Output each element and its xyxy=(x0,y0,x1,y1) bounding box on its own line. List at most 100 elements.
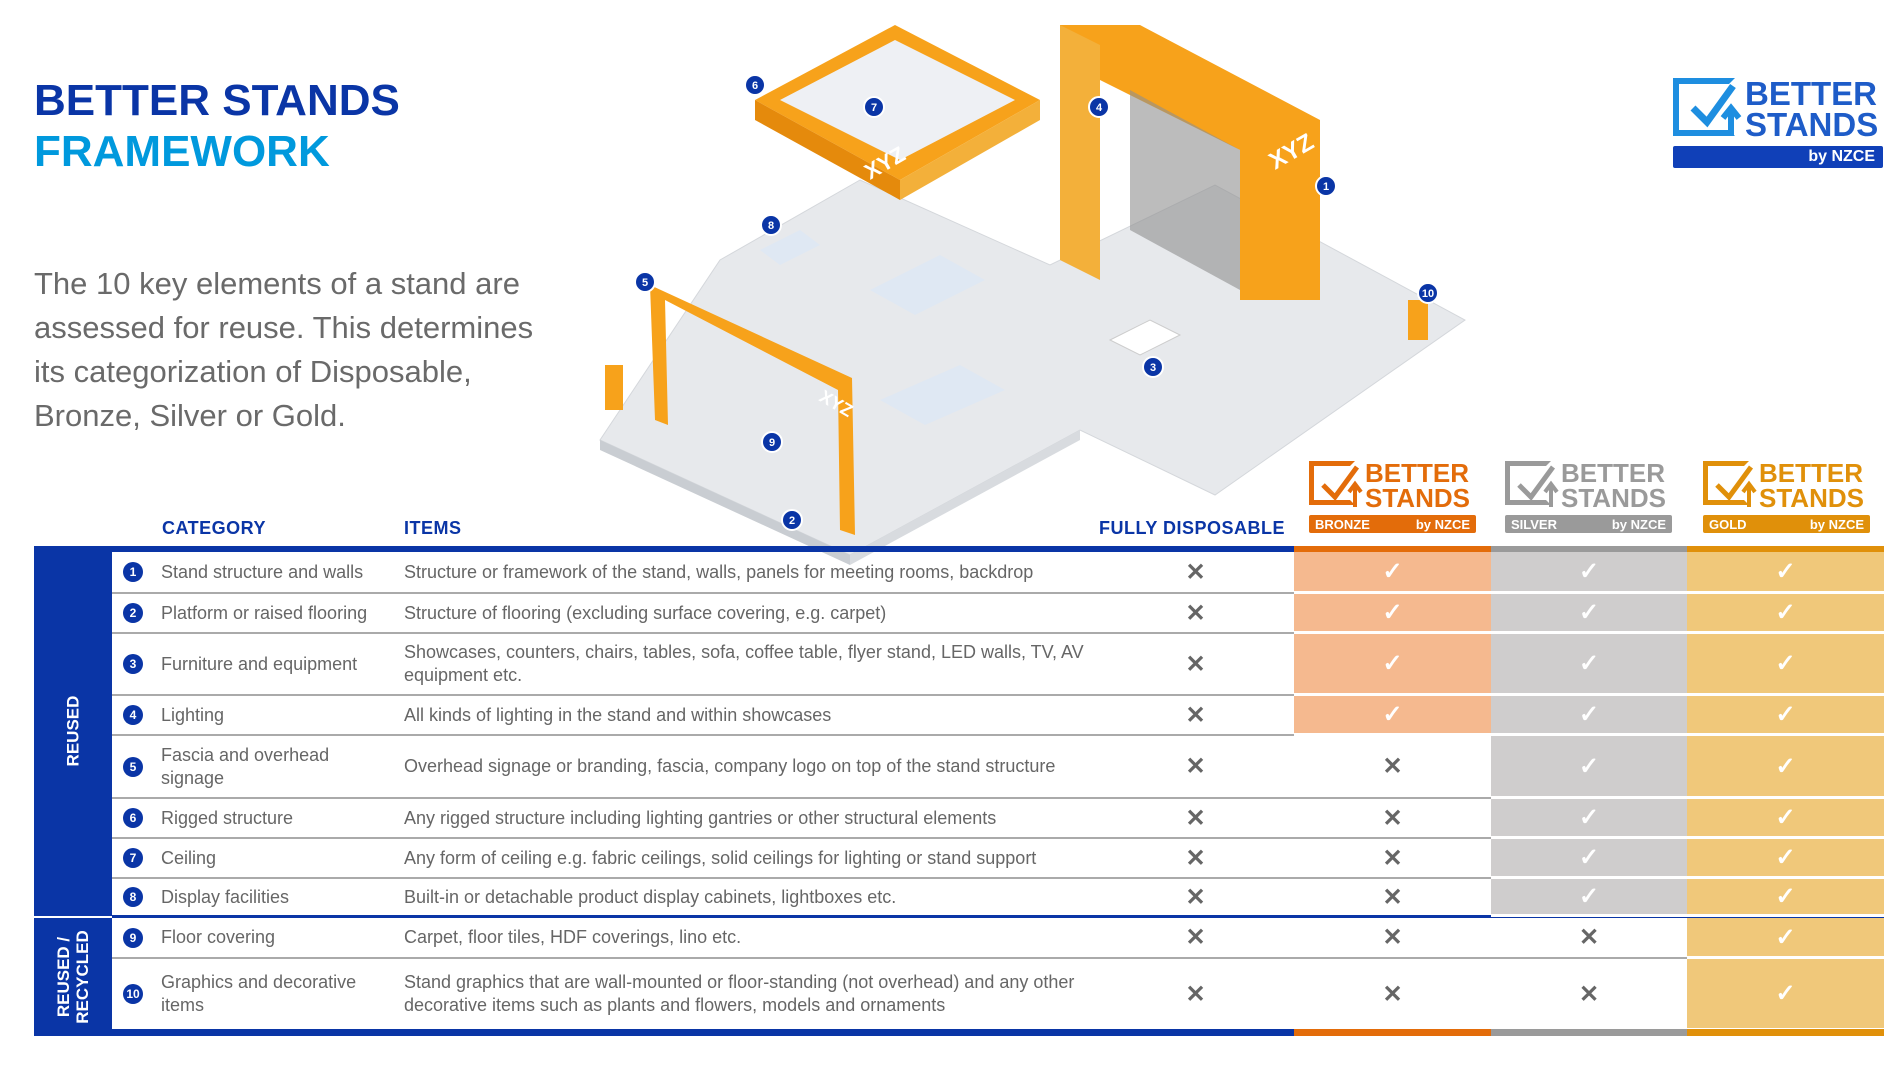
tier-rule-bronze xyxy=(1294,546,1491,552)
page-title-line1: BETTER STANDS xyxy=(34,76,400,125)
marker-number: 6 xyxy=(752,80,758,92)
tier-byline: by NZCE xyxy=(1415,516,1470,532)
tier-rule-silver xyxy=(1491,546,1687,552)
bronze-check-icon: ✓ xyxy=(1294,634,1491,696)
disposable-no-icon: ✕ xyxy=(1185,883,1206,911)
row-items: Carpet, floor tiles, HDF coverings, lino… xyxy=(404,927,742,947)
row-category: Fascia and overhead signage xyxy=(161,744,330,788)
markers: 1 2 3 4 5 6 7 8 9 10 xyxy=(634,74,1439,531)
marker-number: 2 xyxy=(789,515,795,527)
logo-line2: STANDS xyxy=(1745,106,1879,144)
sofa xyxy=(870,255,985,315)
bronze-check-icon: ✓ xyxy=(1294,594,1491,634)
disposable-no-icon: ✕ xyxy=(1185,924,1206,951)
marker-number: 4 xyxy=(1096,102,1103,114)
tier-rule-gold xyxy=(1687,546,1884,552)
disposable-no-icon: ✕ xyxy=(1185,804,1206,832)
checkbox-icon xyxy=(1703,461,1749,505)
tier-footer-rule-gold xyxy=(1687,1029,1884,1036)
check-arrow-icon xyxy=(1690,83,1742,136)
row-category: Display facilities xyxy=(161,886,290,907)
checkbox-icon xyxy=(1309,461,1355,505)
marker-number: 8 xyxy=(768,220,774,232)
silver-check-icon: ✓ xyxy=(1491,696,1687,736)
gold-check-icon: ✓ xyxy=(1687,594,1884,634)
gold-check-icon: ✓ xyxy=(1687,799,1884,839)
silver-check-icon: ✓ xyxy=(1491,799,1687,839)
table-row: 7 Ceiling Any form of ceiling e.g. fabri… xyxy=(112,839,1884,879)
table-row: 8 Display facilities Built-in or detacha… xyxy=(112,879,1884,918)
disposable-no-icon: ✕ xyxy=(1185,980,1206,1008)
gold-check-icon: ✓ xyxy=(1687,634,1884,696)
floor-edge xyxy=(850,430,1080,565)
tier-logo-line1: BETTER xyxy=(1759,458,1863,488)
fascia-frame xyxy=(650,285,855,535)
floor-edge xyxy=(600,440,850,565)
row-category: Stand structure and walls xyxy=(161,561,364,582)
gold-check-icon: ✓ xyxy=(1687,736,1884,799)
disposable-no-icon: ✕ xyxy=(1185,650,1206,678)
number-badge: 6 xyxy=(123,808,143,828)
row-category: Lighting xyxy=(161,704,225,725)
bronze-check-icon: ✓ xyxy=(1294,696,1491,736)
disposable-no-icon: ✕ xyxy=(1185,558,1206,586)
checkbox-icon xyxy=(1505,461,1551,505)
table-row: 1 Stand structure and walls Structure or… xyxy=(112,552,1884,594)
gold-check-icon: ✓ xyxy=(1687,696,1884,736)
bronze-check-icon: ✓ xyxy=(1294,552,1491,594)
counter xyxy=(880,365,1005,425)
table-row: 5 Fascia and overhead signage Overhead s… xyxy=(112,736,1884,799)
group-label: REUSED xyxy=(63,695,83,767)
tier-logo-line2: STANDS xyxy=(1561,482,1666,513)
row-category: Floor covering xyxy=(161,927,276,947)
group-band: REUSED xyxy=(34,546,112,916)
row-category: Ceiling xyxy=(161,847,217,868)
better-stands-logo: BETTER STANDS by NZCE xyxy=(1673,77,1883,170)
header-category: CATEGORY xyxy=(162,518,267,538)
gold-check-icon: ✓ xyxy=(1687,839,1884,879)
row-number: 2 xyxy=(112,594,154,632)
tier-footer-rule-bronze xyxy=(1294,1029,1491,1036)
tier-byline: by NZCE xyxy=(1809,516,1864,532)
gold-check-icon: ✓ xyxy=(1687,959,1884,1031)
row-number: 1 xyxy=(112,552,154,592)
check-arrow-icon xyxy=(1517,465,1559,507)
marker-9: 9 xyxy=(761,431,783,453)
table-row: 2 Platform or raised flooring Structure … xyxy=(112,594,1884,634)
number-badge: 10 xyxy=(123,984,143,1004)
silver-check-icon: ✓ xyxy=(1491,879,1687,917)
marker-2: 2 xyxy=(781,509,803,531)
tier-logo-line1: BETTER xyxy=(1561,458,1665,488)
marker-4: 4 xyxy=(1088,96,1110,118)
silver-cross-icon: ✕ xyxy=(1578,980,1600,1008)
marker-number: 5 xyxy=(642,277,648,289)
gold-check-icon: ✓ xyxy=(1687,552,1884,594)
row-category: Graphics and decorative items xyxy=(161,972,357,1015)
header-fully-disposable: FULLY DISPOSABLE xyxy=(1098,518,1286,538)
tier-logo-line2: STANDS xyxy=(1365,482,1470,513)
marker-number: 10 xyxy=(1422,288,1434,300)
number-badge: 5 xyxy=(123,756,143,777)
row-number: 7 xyxy=(112,839,154,877)
marker-5: 5 xyxy=(634,271,656,293)
checkbox-icon xyxy=(1673,78,1735,136)
showcase xyxy=(760,230,820,265)
table xyxy=(1108,319,1182,356)
number-badge: 4 xyxy=(123,705,143,725)
disposable-no-icon: ✕ xyxy=(1185,753,1206,780)
disposable-no-icon: ✕ xyxy=(1185,701,1206,729)
row-items: Stand graphics that are wall-mounted or … xyxy=(404,972,1075,1015)
tier-logo-gold: BETTER STANDS GOLD by NZCE xyxy=(1703,458,1870,535)
marker-number: 7 xyxy=(871,102,877,114)
table-row: 4 Lighting All kinds of lighting in the … xyxy=(112,696,1884,736)
row-category: Furniture and equipment xyxy=(161,653,358,674)
tier-byline: by NZCE xyxy=(1611,516,1666,532)
gold-check-icon: ✓ xyxy=(1687,918,1884,959)
ceiling-side xyxy=(755,100,900,200)
row-items: Built-in or detachable product display c… xyxy=(404,886,897,907)
disposable-no-icon: ✕ xyxy=(1185,844,1206,872)
tier-logo-line1: BETTER xyxy=(1365,458,1469,488)
row-number: 5 xyxy=(112,736,154,797)
row-items: Any form of ceiling e.g. fabric ceilings… xyxy=(404,847,1037,868)
